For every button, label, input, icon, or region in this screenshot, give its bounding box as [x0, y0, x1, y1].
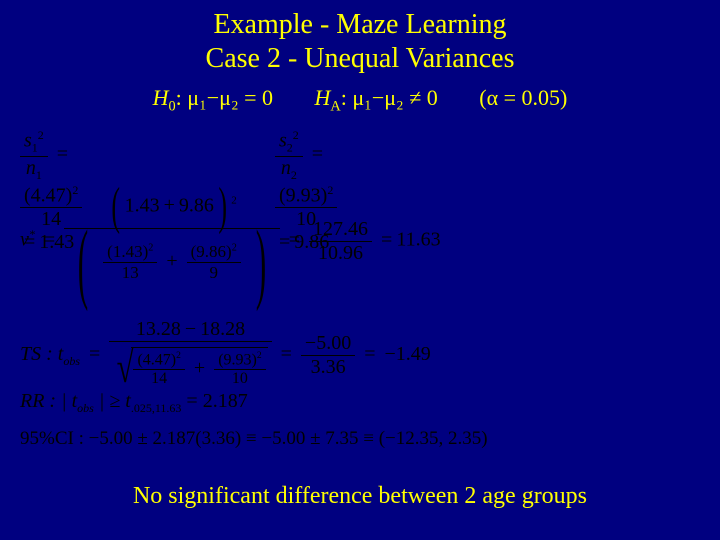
nu-star: ν* = (1.43+9.86)2 ( (1.43)2 13 + (9.86)2…: [20, 186, 441, 296]
ha: HA: μ₁−μ₂ ≠ 0: [315, 85, 438, 115]
alpha: (α = 0.05): [479, 85, 567, 111]
conclusion-text: No significant difference between 2 age …: [0, 483, 720, 510]
title-line-1: Example - Maze Learning: [0, 8, 720, 42]
rejection-region: RR : | tobs | ≥ t.025,11.63 = 2.187: [20, 390, 248, 416]
hypotheses-row: H0: μ₁−μ₂ = 0 HA: μ₁−μ₂ ≠ 0 (α = 0.05): [0, 85, 720, 115]
h0: H0: μ₁−μ₂ = 0: [153, 85, 273, 115]
title-line-2: Case 2 - Unequal Variances: [0, 42, 720, 76]
confidence-interval: 95%CI : −5.00 ± 2.187(3.36) ≡ −5.00 ± 7.…: [20, 428, 488, 450]
test-statistic: TS : tobs = 13.28−18.28 √ (4.47)2 14 + (…: [20, 318, 431, 393]
